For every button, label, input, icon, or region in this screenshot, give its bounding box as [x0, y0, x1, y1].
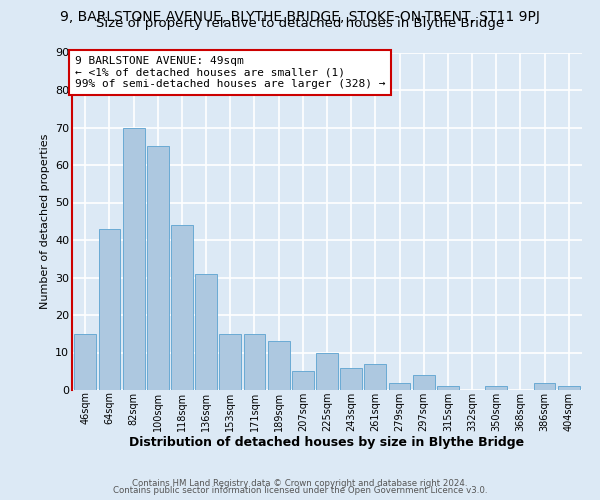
Bar [364, 364, 386, 390]
Bar [292, 371, 314, 390]
Bar [316, 352, 338, 390]
Text: 9 BARLSTONE AVENUE: 49sqm
← <1% of detached houses are smaller (1)
99% of semi-d: 9 BARLSTONE AVENUE: 49sqm ← <1% of detac… [74, 56, 385, 89]
Bar [558, 386, 580, 390]
Text: 9, BARLSTONE AVENUE, BLYTHE BRIDGE, STOKE-ON-TRENT, ST11 9PJ: 9, BARLSTONE AVENUE, BLYTHE BRIDGE, STOK… [60, 10, 540, 24]
Bar [244, 334, 265, 390]
Bar [98, 229, 121, 390]
Bar [123, 128, 145, 390]
Bar [485, 386, 507, 390]
Bar [147, 146, 169, 390]
Bar [171, 225, 193, 390]
Text: Size of property relative to detached houses in Blythe Bridge: Size of property relative to detached ho… [96, 18, 504, 30]
Text: Contains HM Land Registry data © Crown copyright and database right 2024.: Contains HM Land Registry data © Crown c… [132, 478, 468, 488]
X-axis label: Distribution of detached houses by size in Blythe Bridge: Distribution of detached houses by size … [130, 436, 524, 450]
Bar [268, 341, 290, 390]
Bar [195, 274, 217, 390]
Y-axis label: Number of detached properties: Number of detached properties [40, 134, 50, 309]
Bar [389, 382, 410, 390]
Text: Contains public sector information licensed under the Open Government Licence v3: Contains public sector information licen… [113, 486, 487, 495]
Bar [340, 368, 362, 390]
Bar [413, 375, 434, 390]
Bar [74, 334, 96, 390]
Bar [220, 334, 241, 390]
Bar [437, 386, 459, 390]
Bar [533, 382, 556, 390]
